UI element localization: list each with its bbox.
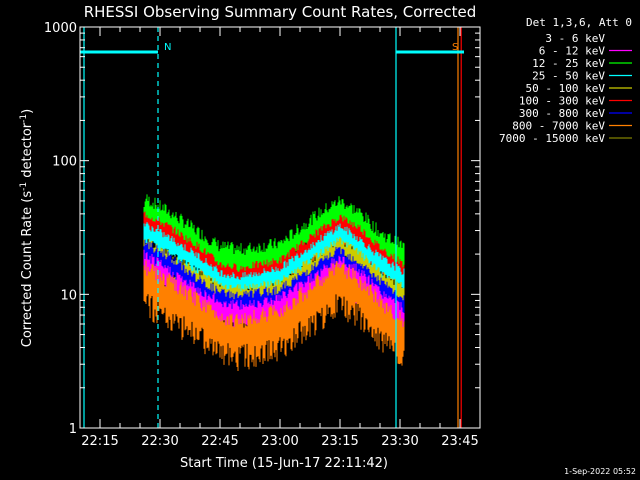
legend-label: 50 - 100 keV [526,82,606,95]
x-axis-label: Start Time (15-Jun-17 22:11:42) [180,456,388,471]
legend-label: 800 - 7000 keV [512,120,605,133]
chart-title: RHESSI Observing Summary Count Rates, Co… [84,3,477,21]
plot-area: N S 1 10 100 1000 22:15 22:30 22:45 23:00 23:15 23:… [44,21,481,449]
y-tick-label: 1000 [44,21,77,36]
footer-date: 1-Sep-2022 05:52 [564,467,636,476]
y-tick-label: 100 [52,155,77,170]
series-green-line [143,194,405,289]
legend-label: 100 - 300 keV [519,95,605,108]
legend-label: 7000 - 15000 keV [499,132,605,145]
y-axis-label: Corrected Count Rate (s-1 detector-1) [19,109,35,347]
series-orange-line [143,260,405,371]
legend-label: 300 - 800 keV [519,107,605,120]
x-tick-label: 22:15 [81,434,118,449]
y-tick-label: 10 [60,288,77,303]
x-tick-label: 22:30 [141,434,178,449]
x-tick-label: 23:30 [381,434,418,449]
y-tick-label: 1 [69,422,77,437]
legend-label: 12 - 25 keV [532,57,605,70]
legend-label: 25 - 50 keV [532,70,605,83]
x-tick-label: 23:15 [321,434,358,449]
series-black-line [143,150,405,208]
x-tick-label: 23:00 [261,434,298,449]
legend-title: Det 1,3,6, Att 0 [526,16,632,29]
legend-label: 6 - 12 keV [539,45,606,58]
x-tick-label: 22:45 [201,434,238,449]
state-bar-label-1: S [452,42,458,53]
legend-label: 3 - 6 keV [545,32,605,45]
state-bar-label-0: N [164,42,171,53]
series-cyan-line [143,222,405,300]
x-tick-label: 23:45 [441,434,478,449]
